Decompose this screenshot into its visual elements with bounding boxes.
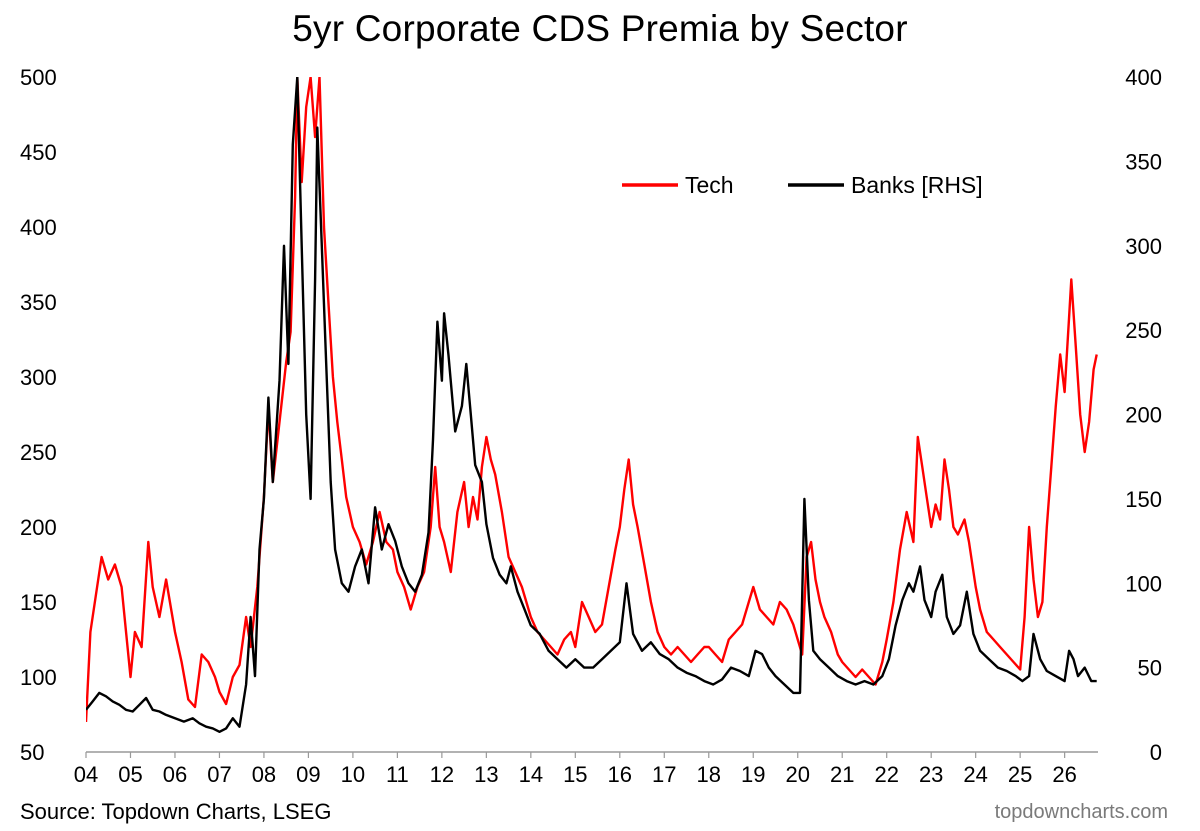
x-tick-label: 12 <box>430 762 454 787</box>
x-tick-label: 13 <box>474 762 498 787</box>
source-note: Source: Topdown Charts, LSEG <box>20 799 332 824</box>
left-tick-label: 50 <box>20 740 44 765</box>
x-tick-label: 15 <box>563 762 587 787</box>
right-tick-label: 50 <box>1138 656 1162 681</box>
left-tick-label: 400 <box>20 215 57 240</box>
left-tick-label: 300 <box>20 365 57 390</box>
x-tick-label: 26 <box>1052 762 1076 787</box>
right-tick-label: 200 <box>1125 403 1162 428</box>
right-tick-label: 300 <box>1125 234 1162 259</box>
x-tick-label: 19 <box>741 762 765 787</box>
left-tick-label: 350 <box>20 290 57 315</box>
right-axis-ticks: 0 50 100 150 200 250 300 350 400 <box>1125 65 1162 765</box>
x-tick-label: 11 <box>386 762 409 787</box>
x-tick-label: 23 <box>919 762 943 787</box>
x-tick-label: 06 <box>163 762 187 787</box>
x-tick-label: 07 <box>207 762 231 787</box>
left-tick-label: 250 <box>20 440 57 465</box>
x-tick-label: 25 <box>1008 762 1032 787</box>
x-tick-label: 20 <box>785 762 809 787</box>
legend-label-tech: Tech <box>685 172 734 198</box>
x-tick-label: 04 <box>74 762 98 787</box>
left-tick-label: 450 <box>20 140 57 165</box>
chart-title: 5yr Corporate CDS Premia by Sector <box>292 8 908 49</box>
x-tick-label: 24 <box>963 762 987 787</box>
left-tick-label: 100 <box>20 665 57 690</box>
x-tick-label: 17 <box>652 762 676 787</box>
x-tick-label: 10 <box>341 762 365 787</box>
right-tick-label: 250 <box>1125 318 1162 343</box>
x-tick-label: 16 <box>608 762 632 787</box>
left-tick-label: 200 <box>20 515 57 540</box>
series-line-banks-rhs <box>86 77 1097 733</box>
x-tick-label: 22 <box>874 762 898 787</box>
x-tick-label: 21 <box>830 762 854 787</box>
left-axis-ticks: 50 100 150 200 250 300 350 400 450 500 <box>20 65 57 765</box>
legend-label-banks-rhs: Banks [RHS] <box>851 172 983 198</box>
left-tick-label: 500 <box>20 65 57 90</box>
right-tick-label: 0 <box>1150 740 1162 765</box>
x-axis-ticks: 04 05 06 07 08 09 10 11 12 13 14 15 16 17 18 19 20 21 22 23… <box>74 752 1077 787</box>
x-tick-label: 08 <box>252 762 276 787</box>
legend: Tech Banks [RHS] <box>622 172 983 198</box>
right-tick-label: 150 <box>1125 487 1162 512</box>
x-tick-label: 14 <box>519 762 543 787</box>
plot-lines <box>86 77 1098 733</box>
left-tick-label: 150 <box>20 590 57 615</box>
x-tick-label: 18 <box>697 762 721 787</box>
x-tick-label: 05 <box>118 762 142 787</box>
x-tick-label: 09 <box>296 762 320 787</box>
brand-watermark: topdowncharts.com <box>994 801 1168 823</box>
right-tick-label: 100 <box>1125 571 1162 596</box>
right-tick-label: 400 <box>1125 65 1162 90</box>
right-tick-label: 350 <box>1125 149 1162 174</box>
